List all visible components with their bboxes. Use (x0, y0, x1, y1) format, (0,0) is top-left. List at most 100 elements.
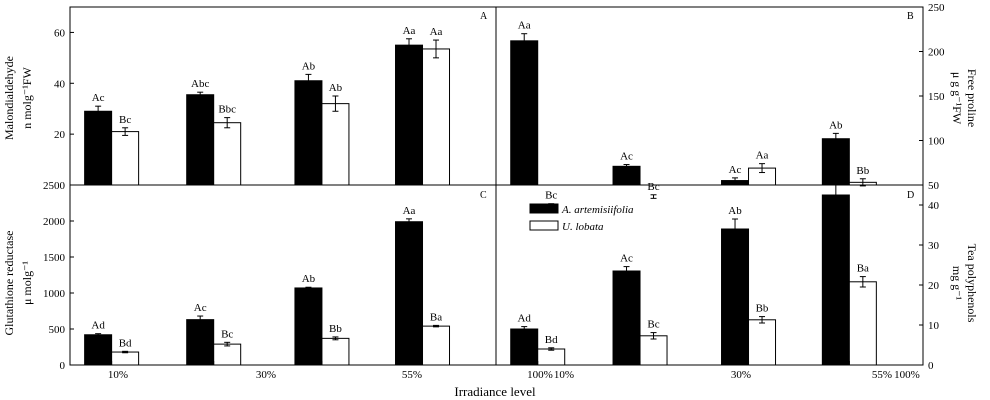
ytick-label-c-3: 1500 (43, 252, 66, 264)
panel-tag-a: A (480, 11, 488, 22)
ytick-label-b-2: 150 (928, 91, 945, 103)
ytick-label-c-2: 1000 (43, 288, 66, 300)
bar-b-s1-3 (821, 138, 850, 186)
bar-label-c-s1-3: Aa (403, 205, 416, 217)
ytick-label-c-4: 2000 (43, 216, 66, 228)
bar-a-s2-3 (422, 48, 451, 186)
ytick-label-d-1: 10 (928, 320, 940, 332)
legend-swatch-series2 (529, 220, 559, 231)
xtick-label-2: 55% (402, 369, 422, 381)
bar-c-s2-1 (213, 343, 242, 366)
panel-frame-b (495, 6, 924, 186)
bar-label-c-s1-2: Ab (302, 273, 316, 285)
bar-label-d-s1-1: Ac (620, 253, 633, 265)
bar-label-a-s2-2: Ab (329, 82, 343, 94)
panel-tag-c: C (480, 190, 487, 201)
bar-label-d-s1-3: Aa (829, 171, 842, 183)
ytick-label-d-0: 0 (928, 360, 934, 372)
bar-label-d-s1-0: Ad (517, 313, 531, 325)
bar-c-s2-2 (321, 337, 350, 366)
bar-b-s1-1 (612, 165, 641, 186)
bar-label-b-s1-0: Aa (518, 20, 531, 32)
xtick-label-5: 30% (731, 369, 751, 381)
plot-layer: 204060AAcAbcAbAaBcBbcAbAa50100150200250B… (43, 2, 945, 381)
bar-label-b-s1-2: Ac (729, 164, 742, 176)
ylabel-c-line1: Glutathione reductase (2, 231, 16, 336)
bar-label-b-s1-1: Ac (620, 151, 633, 163)
x-axis-title: Irradiance level (454, 384, 536, 399)
ytick-label-d-4: 40 (928, 200, 940, 212)
xtick-label-6: 55% (872, 369, 892, 381)
bar-label-c-s1-1: Ac (194, 302, 207, 314)
bar-c-s1-1 (186, 319, 215, 366)
bar-label-a-s2-0: Bc (119, 114, 131, 126)
xtick-label-1: 30% (256, 369, 276, 381)
ytick-label-b-0: 50 (928, 180, 940, 192)
ytick-label-d-3: 30 (928, 240, 940, 252)
ytick-label-a-1: 40 (54, 78, 66, 90)
ylabel-b-line2: μ g g⁻¹FW (950, 72, 964, 125)
bar-label-a-s1-2: Ab (302, 60, 316, 72)
panel-tag-d: D (907, 190, 914, 201)
bar-label-d-s2-0: Bd (545, 334, 558, 346)
bar-label-b-s2-0: Bc (545, 190, 557, 202)
bar-label-b-s1-3: Ab (829, 119, 843, 131)
bar-label-c-s2-0: Bd (119, 337, 132, 349)
panel-tag-b: B (907, 11, 914, 22)
ytick-label-b-3: 200 (928, 47, 945, 59)
ytick-label-b-4: 250 (928, 2, 945, 14)
bar-d-s1-1 (612, 270, 641, 366)
ylabel-a-line2: n molg⁻¹FW (20, 67, 34, 129)
bar-c-s2-0 (111, 351, 140, 366)
ylabel-b-line1: Free proline (965, 69, 979, 127)
xtick-label-7: 100% (894, 369, 920, 381)
ytick-label-a-2: 60 (54, 27, 66, 39)
bar-label-b-s2-3: Bb (856, 165, 869, 177)
legend: A. artemisiifolia U. lobata (529, 203, 634, 233)
panel-frame-d (495, 184, 924, 366)
bar-a-s1-0 (84, 110, 113, 186)
bar-label-a-s2-1: Bbc (218, 104, 236, 116)
bar-d-s1-2 (721, 228, 750, 366)
bar-c-s1-3 (395, 221, 424, 366)
bar-label-d-s1-2: Ab (728, 205, 742, 217)
bar-d-s2-0 (537, 348, 566, 366)
bar-label-b-s2-1: Bc (647, 181, 659, 193)
ytick-label-b-1: 100 (928, 136, 945, 148)
ylabel-a-line1: Malondialdehyde (2, 56, 16, 140)
bar-d-s2-2 (748, 319, 777, 366)
bar-label-c-s2-2: Bb (329, 323, 342, 335)
bar-label-b-s2-2: Aa (756, 150, 769, 162)
bar-label-a-s2-3: Aa (430, 26, 443, 38)
bar-label-c-s2-1: Bc (221, 328, 233, 340)
bar-c-s1-2 (294, 287, 323, 366)
bar-c-s1-0 (84, 334, 113, 366)
bar-d-s1-0 (510, 328, 539, 366)
ylabel-c-line2: μ molg⁻¹ (20, 261, 34, 305)
ytick-label-d-2: 20 (928, 280, 940, 292)
ylabel-d-line1: Tea polyphenols (965, 244, 979, 323)
bar-label-c-s1-0: Ad (91, 320, 105, 332)
legend-label-series2: U. lobata (562, 221, 604, 233)
bar-label-a-s1-3: Aa (403, 25, 416, 37)
ytick-label-c-0: 0 (60, 360, 66, 372)
bar-a-s1-2 (294, 80, 323, 186)
bar-c-s2-3 (422, 325, 451, 366)
bar-d-s2-3 (848, 281, 877, 366)
bar-d-s1-3 (821, 194, 850, 366)
legend-swatch-series1 (529, 203, 559, 214)
bar-a-s1-1 (186, 94, 215, 186)
bar-label-d-s2-2: Bb (756, 303, 769, 315)
ylabel-d-line2: mg g⁻¹ (950, 266, 964, 301)
xtick-label-0: 10% (108, 369, 128, 381)
bar-a-s1-3 (395, 44, 424, 186)
legend-label-series1: A. artemisiifolia (561, 204, 634, 216)
ytick-label-c-1: 500 (49, 324, 66, 336)
bar-label-a-s1-0: Ac (92, 92, 105, 104)
bar-a-s2-2 (321, 103, 350, 186)
bar-label-a-s1-1: Abc (191, 78, 209, 90)
xtick-label-3: 100% (527, 369, 553, 381)
ytick-label-c-5: 2500 (43, 180, 66, 192)
xtick-label-4: 10% (554, 369, 574, 381)
